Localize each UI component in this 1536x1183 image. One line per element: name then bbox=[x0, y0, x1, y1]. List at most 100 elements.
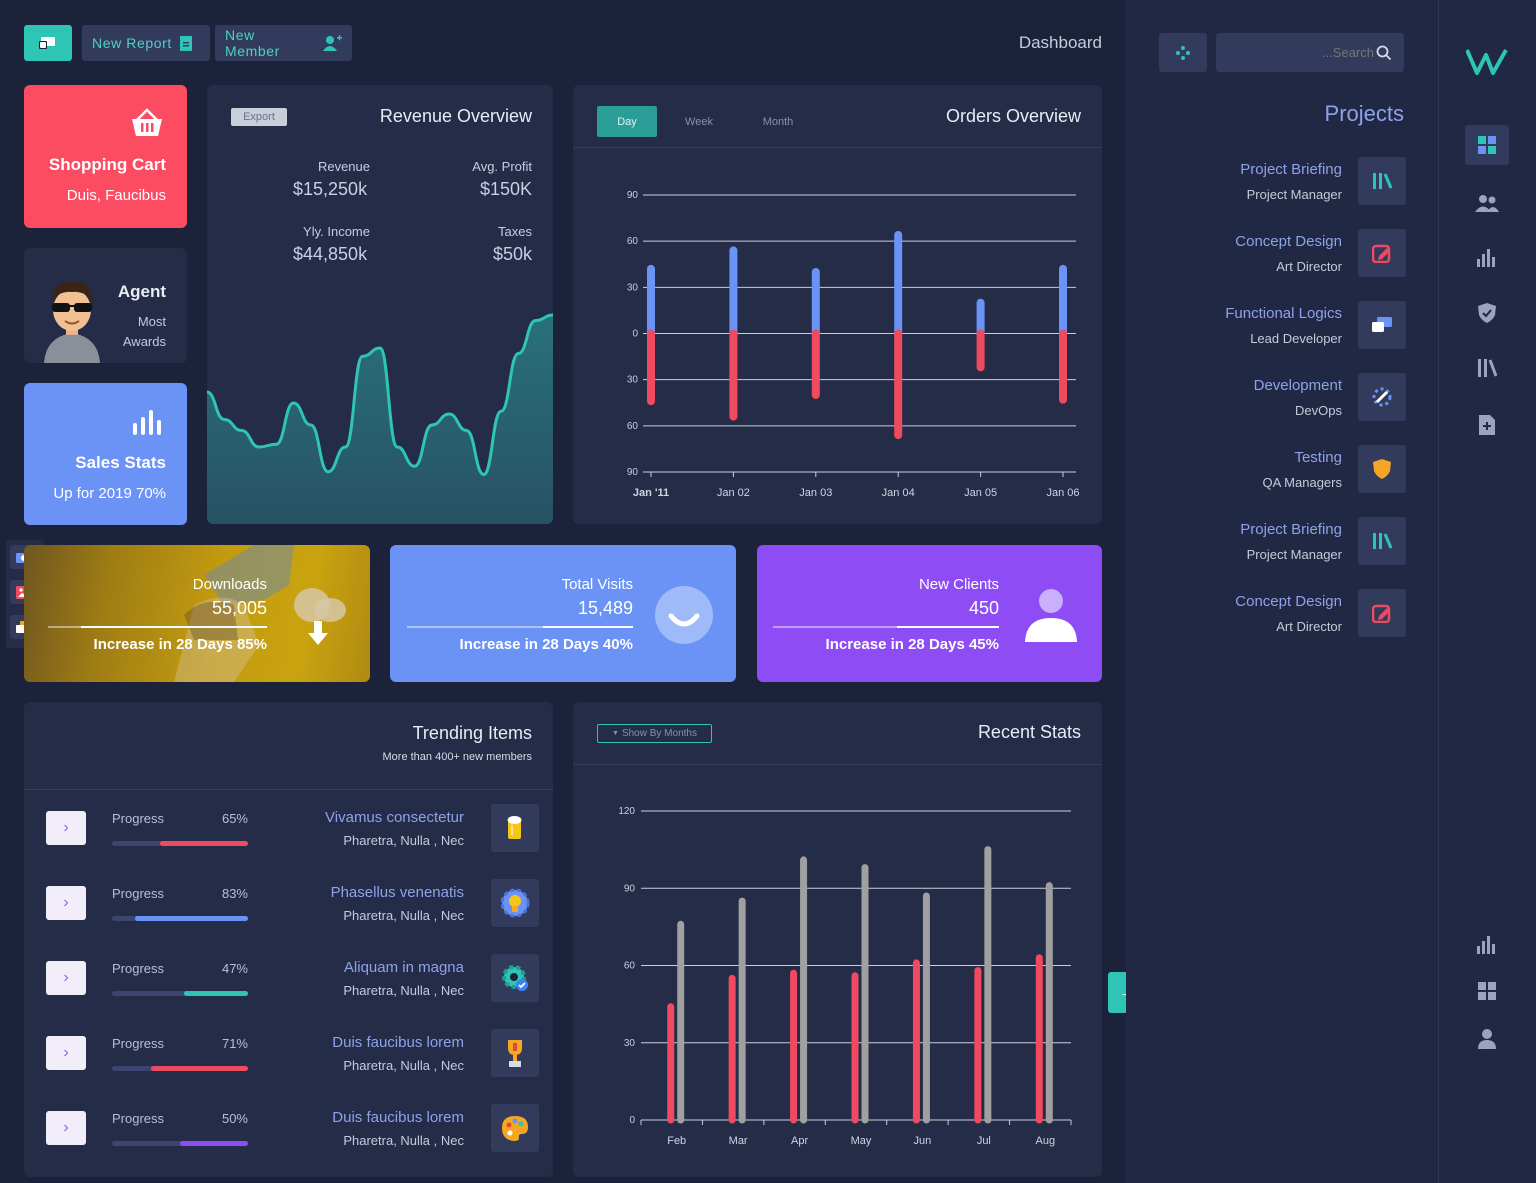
search-box[interactable] bbox=[1216, 33, 1404, 72]
revenue-area-chart bbox=[207, 313, 553, 524]
shield-icon bbox=[1358, 445, 1406, 493]
expand-button[interactable]: › bbox=[46, 811, 86, 845]
project-item[interactable]: Concept Design Art Director bbox=[1150, 589, 1406, 639]
tab-week[interactable]: Week bbox=[685, 115, 713, 128]
trending-row: › Progress 71% Duis faucibus lorem Pharetra,… bbox=[24, 1028, 552, 1088]
progress-fill bbox=[184, 991, 248, 996]
x-tick-label: Jul bbox=[977, 1135, 991, 1147]
item-name: Duis faucibus lorem bbox=[332, 1034, 464, 1051]
show-by-months-button[interactable]: ▼ Show By Months bbox=[597, 724, 712, 743]
shopping-cart-tile[interactable]: Shopping Cart Duis, Faucibus bbox=[24, 85, 187, 228]
brand-logo[interactable] bbox=[1465, 47, 1510, 82]
revenue-overview-card: Export Revenue Overview Revenue $15,250k… bbox=[207, 85, 553, 524]
rail-users-button[interactable] bbox=[1465, 183, 1509, 223]
x-tick-label: Feb bbox=[667, 1135, 686, 1147]
revenue-value: $15,250k bbox=[293, 179, 368, 199]
bar-chart-icon bbox=[1477, 249, 1495, 267]
expand-button[interactable]: › bbox=[46, 886, 86, 920]
project-role: Art Director bbox=[1276, 619, 1342, 634]
new-clients-card[interactable] bbox=[757, 545, 1102, 682]
project-item[interactable]: Concept Design Art Director bbox=[1150, 229, 1406, 279]
orders-bar-chart: 90 60 30 0 30 60 90 Jan '11 Jan 02 Jan 03 Jan 04 Ja… bbox=[627, 190, 1080, 499]
y-tick-label: 90 bbox=[627, 467, 639, 478]
new-report-label: New Report bbox=[92, 35, 172, 51]
progress-percent: 47% bbox=[221, 961, 248, 976]
export-button[interactable]: Export bbox=[231, 108, 287, 126]
progress-fill bbox=[180, 1141, 248, 1146]
y-tick-label: 60 bbox=[624, 961, 636, 972]
edit-icon bbox=[1358, 589, 1406, 637]
settings-button[interactable] bbox=[1159, 33, 1207, 72]
project-role: Lead Developer bbox=[1250, 331, 1342, 346]
new-clients-label: New Clients bbox=[918, 576, 999, 593]
progress-percent: 65% bbox=[221, 811, 248, 826]
agent-tile[interactable]: Agent Most Awards bbox=[24, 248, 187, 363]
trending-row: › Progress 83% Phasellus venenatis Pharetra,… bbox=[24, 878, 552, 938]
project-item[interactable]: Development DevOps bbox=[1150, 373, 1406, 423]
chat-icon bbox=[1358, 301, 1406, 349]
expand-button[interactable]: › bbox=[46, 1036, 86, 1070]
tab-day[interactable]: Day bbox=[597, 106, 657, 137]
rail-profile-button[interactable] bbox=[1465, 1019, 1509, 1059]
yly-income-label: Yly. Income bbox=[303, 224, 370, 239]
user-icon bbox=[1478, 1029, 1496, 1049]
x-tick-label: Jan 05 bbox=[964, 487, 997, 499]
x-tick-label: Jan 04 bbox=[882, 487, 915, 499]
new-member-button[interactable]: New Member bbox=[215, 25, 352, 61]
project-title: Project Briefing bbox=[1240, 521, 1342, 538]
caret-down-icon: ▼ bbox=[612, 730, 619, 737]
project-role: Art Director bbox=[1276, 259, 1342, 274]
dashboard-icon bbox=[1478, 136, 1496, 154]
rail-library-button[interactable] bbox=[1465, 348, 1509, 388]
item-subtitle: Pharetra, Nulla , Nec bbox=[343, 1058, 464, 1073]
downloads-progress-fill bbox=[80, 626, 267, 628]
bar-chart-icon bbox=[1477, 936, 1495, 954]
yly-income-value: $44,850k bbox=[293, 244, 368, 264]
search-input[interactable] bbox=[1224, 33, 1374, 72]
rail-chart-button[interactable] bbox=[1465, 925, 1509, 965]
basket-icon bbox=[132, 108, 162, 136]
project-item[interactable]: Project Briefing Project Manager bbox=[1150, 157, 1406, 207]
add-user-icon bbox=[323, 35, 342, 51]
apps-icon bbox=[1176, 45, 1190, 60]
user-icon bbox=[1024, 588, 1078, 649]
expand-button[interactable]: › bbox=[46, 961, 86, 995]
trending-row: › Progress 50% Duis faucibus lorem Pharetra,… bbox=[24, 1103, 552, 1163]
rail-security-button[interactable] bbox=[1465, 293, 1509, 333]
rail-add-file-button[interactable] bbox=[1465, 405, 1509, 445]
revenue-label: Revenue bbox=[317, 159, 370, 174]
new-report-button[interactable]: New Report bbox=[82, 25, 210, 61]
progress-bar bbox=[112, 916, 248, 921]
avg-profit-value: $150K bbox=[479, 179, 532, 199]
tab-month[interactable]: Month bbox=[762, 115, 794, 128]
library-icon bbox=[1478, 359, 1497, 377]
shield-check-icon bbox=[1478, 303, 1496, 323]
item-name: Aliquam in magna bbox=[343, 959, 464, 976]
project-item[interactable]: Testing QA Managers bbox=[1150, 445, 1406, 495]
progress-bar bbox=[112, 1066, 248, 1071]
y-tick-label: 90 bbox=[624, 883, 636, 894]
agent-line1: Most bbox=[137, 314, 166, 329]
grid-icon bbox=[1478, 982, 1496, 1000]
progress-percent: 50% bbox=[221, 1111, 248, 1126]
chevron-right-icon: › bbox=[63, 1044, 69, 1061]
y-tick-label: 120 bbox=[618, 806, 635, 817]
avg-profit-label: Avg. Profit bbox=[472, 159, 532, 174]
project-role: DevOps bbox=[1295, 403, 1342, 418]
agent-line2: Awards bbox=[122, 334, 166, 349]
rail-grid-button[interactable] bbox=[1465, 971, 1509, 1011]
recent-stats-bar-chart: 0 30 60 90 120 Feb Mar Apr May Jun Jul Aug bbox=[618, 806, 1072, 1147]
total-visits-progress-fill bbox=[542, 626, 633, 628]
project-item[interactable]: Functional Logics Lead Developer bbox=[1150, 301, 1406, 351]
sales-stats-title: Sales Stats bbox=[75, 453, 166, 472]
project-title: Concept Design bbox=[1235, 593, 1342, 610]
rail-stats-button[interactable] bbox=[1465, 238, 1509, 278]
rail-dashboard-button[interactable] bbox=[1465, 125, 1509, 165]
project-item[interactable]: Project Briefing Project Manager bbox=[1150, 517, 1406, 567]
logo-button[interactable] bbox=[24, 25, 72, 61]
sales-stats-tile[interactable]: Sales Stats Up for 2019 70% bbox=[24, 383, 187, 525]
expand-button[interactable]: › bbox=[46, 1111, 86, 1145]
trophy-icon bbox=[491, 1029, 539, 1077]
new-clients-progress-fill bbox=[897, 626, 999, 628]
y-tick-label: 30 bbox=[627, 375, 639, 386]
